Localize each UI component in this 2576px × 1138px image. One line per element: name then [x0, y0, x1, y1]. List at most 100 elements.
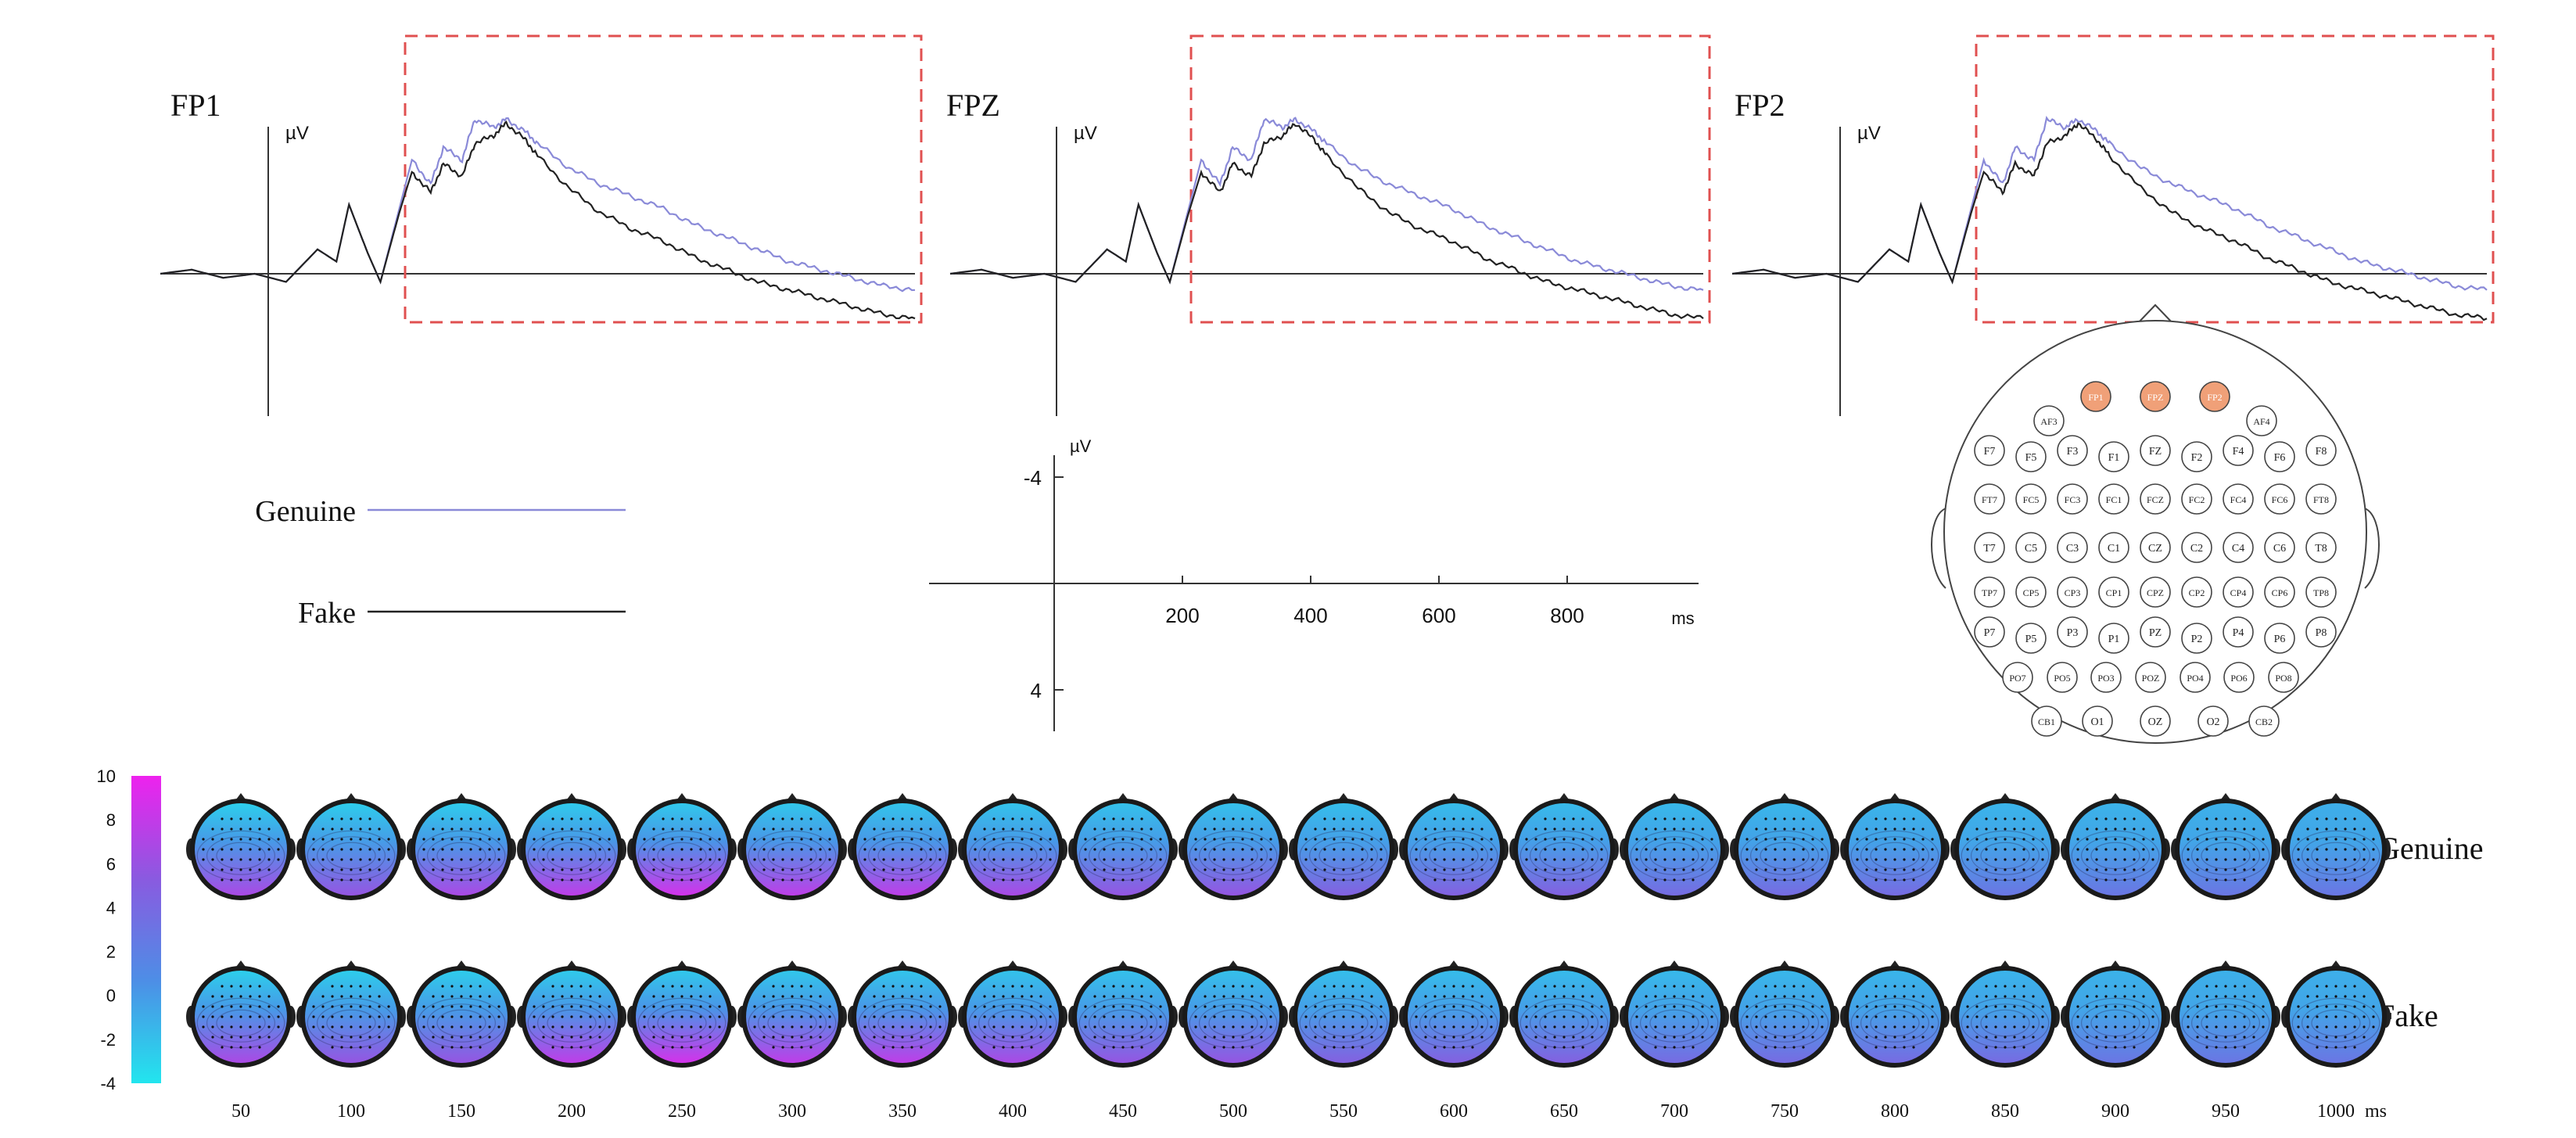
topomap-electrode-dot — [1213, 1046, 1216, 1049]
electrode-marker — [2223, 576, 2254, 608]
electrode-af4: AF4 — [2246, 405, 2277, 436]
electrode-label: T8 — [2315, 543, 2327, 555]
topomap-electrode-dot — [1572, 838, 1575, 841]
topomap-electrode-dot — [321, 1005, 325, 1008]
topomap-electrode-dot — [1150, 1005, 1153, 1008]
topomap-electrode-dot — [1654, 1025, 1657, 1029]
topomap-contour — [1088, 1003, 1157, 1043]
topomap-electrode-dot — [460, 838, 463, 841]
topomap-electrode-dot — [2334, 985, 2337, 988]
topomap-electrode-dot — [1701, 858, 1704, 861]
topomap-electrode-dot — [589, 985, 592, 988]
topomap-electrode-dot — [2022, 985, 2025, 988]
topomap-electrode-dot — [680, 985, 683, 988]
topomap-electrode-dot — [2224, 1025, 2227, 1029]
topomap-electrode-dot — [2205, 1036, 2208, 1039]
topomap-electrode-dot — [2243, 985, 2246, 988]
topomap-electrode-dot — [781, 1046, 784, 1049]
topomap-fake-800 — [1840, 960, 1950, 1068]
electrode-cb2: CB2 — [2248, 705, 2280, 737]
topomap-electrode-dot — [2151, 1015, 2154, 1018]
topomap-electrode-dot — [2022, 1046, 2025, 1049]
topomap-electrode-dot — [2316, 878, 2319, 881]
topomap-electrode-dot — [1084, 848, 1087, 851]
topomap-electrode-dot — [1985, 1025, 1988, 1029]
topomap-electrode-dot — [1701, 838, 1704, 841]
electrode-fp1: FP1 — [2080, 381, 2111, 412]
electrode-label: PO3 — [2097, 673, 2114, 684]
topomap-electrode-dot — [368, 1005, 371, 1008]
topomap-electrode-dot — [1222, 817, 1225, 820]
topomap-electrode-dot — [2224, 985, 2227, 988]
topomap-electrode-dot — [1232, 868, 1235, 871]
topomap-electrode-dot — [753, 858, 756, 861]
topomap-electrode-dot — [1361, 817, 1364, 820]
topomap-electrode-dot — [2353, 1036, 2356, 1039]
topomap-electrode-dot — [800, 838, 803, 841]
electrode-marker — [2057, 483, 2088, 515]
topomap-electrode-dot — [1994, 985, 1997, 988]
topomap-electrode-dot — [460, 1036, 463, 1039]
topomap-electrode-dot — [892, 838, 895, 841]
topomap-electrode-dot — [1931, 838, 1934, 841]
topomap-electrode-dot — [1692, 858, 1695, 861]
topomap-electrode-dot — [2086, 995, 2089, 998]
topomap-electrode-dot — [1379, 1015, 1383, 1018]
topomap-electrode-dot — [2004, 878, 2007, 881]
topomap-electrode-dot — [2325, 1025, 2328, 1029]
topomap-electrode-dot — [1370, 1015, 1373, 1018]
topomap-electrode-dot — [1903, 1036, 1906, 1039]
topomap-electrode-dot — [1462, 858, 1465, 861]
topomap-electrode-dot — [1471, 1036, 1474, 1039]
electrode-label: PO8 — [2275, 673, 2291, 684]
topomap-electrode-dot — [1030, 1015, 1033, 1018]
topomap-electrode-dot — [680, 827, 683, 831]
topomap-electrode-dot — [1011, 995, 1014, 998]
topomap-electrode-dot — [1030, 878, 1033, 881]
topomap-electrode-dot — [1745, 858, 1749, 861]
topomap-electrode-dot — [1701, 1005, 1704, 1008]
topomap-electrode-dot — [1645, 827, 1648, 831]
topomap-electrode-dot — [1802, 827, 1805, 831]
topomap-electrode-dot — [1250, 1046, 1254, 1049]
electrode-marker — [1974, 532, 2005, 563]
topomap-electrode-dot — [1821, 858, 1824, 861]
topomap-electrode-dot — [781, 1005, 784, 1008]
topomap-electrode-dot — [1131, 817, 1134, 820]
topomap-electrode-dot — [863, 838, 866, 841]
topomap-electrode-dot — [1811, 1005, 1814, 1008]
electrode-marker — [2197, 705, 2229, 737]
electrode-label: FZ — [2149, 446, 2162, 458]
electrode-cp4: CP4 — [2223, 576, 2254, 608]
topomap-electrode-dot — [1222, 1015, 1225, 1018]
topomap-electrode-dot — [809, 858, 813, 861]
topomap-electrode-dot — [1112, 827, 1115, 831]
topomap-electrode-dot — [350, 995, 353, 998]
topomap-electrode-dot — [2004, 838, 2007, 841]
topomap-electrode-dot — [2233, 1036, 2237, 1039]
topomap-electrode-dot — [221, 1015, 224, 1018]
topomap-electrode-dot — [819, 858, 822, 861]
topomap-electrode-dot — [1150, 868, 1153, 871]
topomap-electrode-dot — [1002, 868, 1005, 871]
topomap-electrode-dot — [929, 1015, 932, 1018]
topomap-electrode-dot — [699, 1005, 702, 1008]
topomap-electrode-dot — [598, 838, 601, 841]
topomap-electrode-dot — [781, 1036, 784, 1039]
topomap-electrode-dot — [2022, 878, 2025, 881]
topomap-electrode-dot — [1443, 827, 1446, 831]
topomap-electrode-dot — [312, 858, 315, 861]
topomap-electrode-dot — [709, 1036, 712, 1039]
topomap-electrode-dot — [699, 817, 702, 820]
topomap-fake-250 — [627, 960, 737, 1068]
topomap-electrode-dot — [828, 858, 831, 861]
electrode-label: F4 — [2233, 446, 2244, 458]
topomap-electrode-dot — [551, 838, 554, 841]
topomap-electrode-dot — [1903, 878, 1906, 881]
topomap-electrode-dot — [488, 1036, 491, 1039]
topomap-electrode-dot — [2013, 838, 2016, 841]
topomap-electrode-dot — [1562, 827, 1566, 831]
topomap-electrode-dot — [561, 838, 564, 841]
topomap-electrode-dot — [1562, 848, 1566, 851]
topomap-electrode-dot — [1351, 817, 1354, 820]
